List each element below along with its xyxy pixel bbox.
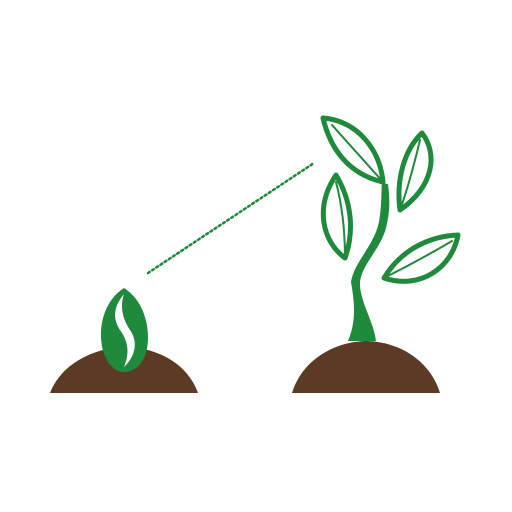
leaf-lower-right	[381, 232, 461, 284]
right-soil-mound	[292, 341, 440, 393]
seed-highlight	[115, 294, 135, 367]
plant-stem	[348, 183, 390, 341]
leaf-top-left	[320, 115, 386, 185]
leaf-middle-left	[320, 172, 353, 261]
leaf-top-right	[396, 130, 434, 213]
seed-sprout-icon	[100, 288, 148, 372]
dotted-growth-line	[146, 161, 316, 275]
grown-plant-icon	[320, 115, 461, 341]
